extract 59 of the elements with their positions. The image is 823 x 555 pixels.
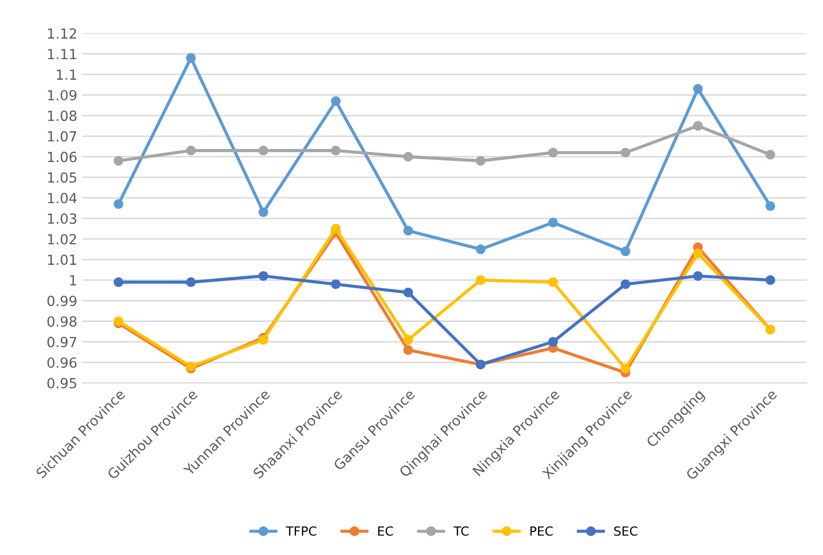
point [476, 156, 486, 166]
point [403, 288, 414, 298]
point [330, 146, 341, 156]
point [765, 150, 776, 160]
point [186, 53, 196, 63]
y-tick-label: 1.05 [48, 172, 76, 183]
point [114, 156, 124, 166]
y-tick-label: 1.1 [56, 70, 76, 80]
point [693, 248, 703, 258]
y-tick-label: 1.02 [48, 234, 76, 244]
point [548, 277, 558, 288]
point [403, 334, 414, 345]
y-tick-label: 1.08 [48, 110, 76, 122]
point [476, 275, 486, 285]
y-tick-label: 0.98 [47, 316, 76, 327]
y-tick-label: 1.06 [48, 152, 77, 162]
point [548, 148, 558, 158]
point [114, 199, 124, 209]
point [186, 277, 196, 288]
point [620, 246, 630, 256]
point [693, 271, 703, 281]
y-tick-label: 1 [70, 275, 76, 286]
legend-label: SEC [614, 526, 638, 536]
point [114, 277, 124, 288]
y-tick-label: 1.11 [48, 49, 76, 60]
point [186, 146, 196, 156]
point [765, 275, 776, 285]
point [258, 207, 268, 218]
point [765, 201, 776, 211]
y-tick-label: 1.01 [48, 254, 76, 266]
y-tick-label: 0.99 [47, 296, 76, 306]
point [330, 279, 341, 290]
y-tick-label: 1.04 [48, 192, 77, 204]
y-tick-label: 0.95 [47, 378, 76, 388]
point [330, 96, 341, 106]
point [620, 364, 630, 374]
point [403, 345, 414, 355]
y-tick-label: 0.97 [47, 336, 76, 348]
y-tick-label: 1.07 [48, 131, 76, 142]
legend-label: TFPC [286, 526, 316, 536]
legend-label: PEC [530, 526, 553, 536]
point [258, 146, 268, 156]
point [620, 148, 630, 158]
point [693, 120, 703, 131]
point [548, 336, 558, 347]
y-tick-label: 0.96 [47, 357, 77, 368]
y-tick-label: 1.12 [48, 28, 76, 39]
point [330, 224, 341, 234]
legend-label: EC [378, 526, 393, 536]
y-tick-label: 1.03 [48, 213, 76, 224]
point [258, 271, 268, 281]
point [403, 226, 414, 236]
y-tick-label: 1.09 [48, 90, 76, 100]
point [620, 279, 630, 290]
point [548, 218, 558, 228]
point [693, 84, 703, 94]
legend-label: TC [454, 526, 469, 536]
point [476, 244, 486, 254]
point [403, 152, 414, 162]
